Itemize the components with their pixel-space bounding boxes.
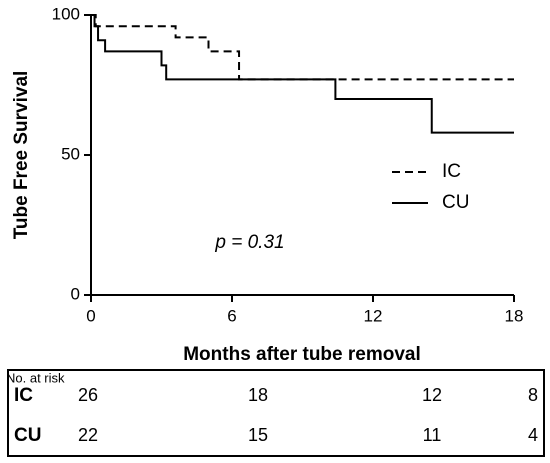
x-axis-label: Months after tube removal <box>183 344 421 365</box>
y-axis-label: Tube Free Survival <box>11 71 32 240</box>
y-tick-label: 50 <box>61 144 80 163</box>
risk-row-label: IC <box>14 385 33 406</box>
legend-label: CU <box>442 192 469 213</box>
x-tick-label: 0 <box>86 306 95 325</box>
risk-row-label: CU <box>14 425 41 446</box>
risk-count: 11 <box>423 425 442 445</box>
survival-curve <box>91 14 514 134</box>
risk-count: 26 <box>78 385 98 405</box>
x-tick-label: 12 <box>364 306 383 325</box>
risk-table-box <box>7 369 545 457</box>
risk-count: 22 <box>78 425 98 445</box>
risk-count: 12 <box>422 385 442 405</box>
y-tick-label: 100 <box>52 4 80 23</box>
annotation: p = 0.31 <box>214 232 284 253</box>
legend-label: IC <box>442 161 461 182</box>
x-tick-label: 6 <box>227 306 236 325</box>
risk-count: 4 <box>528 425 538 445</box>
risk-count: 8 <box>528 385 538 405</box>
risk-count: 18 <box>248 385 268 405</box>
risk-count: 15 <box>248 425 268 445</box>
y-tick-label: 0 <box>71 284 80 303</box>
risk-table-title: No. at risk <box>6 370 65 385</box>
x-tick-label: 18 <box>505 306 524 325</box>
survival-curve <box>91 14 514 81</box>
